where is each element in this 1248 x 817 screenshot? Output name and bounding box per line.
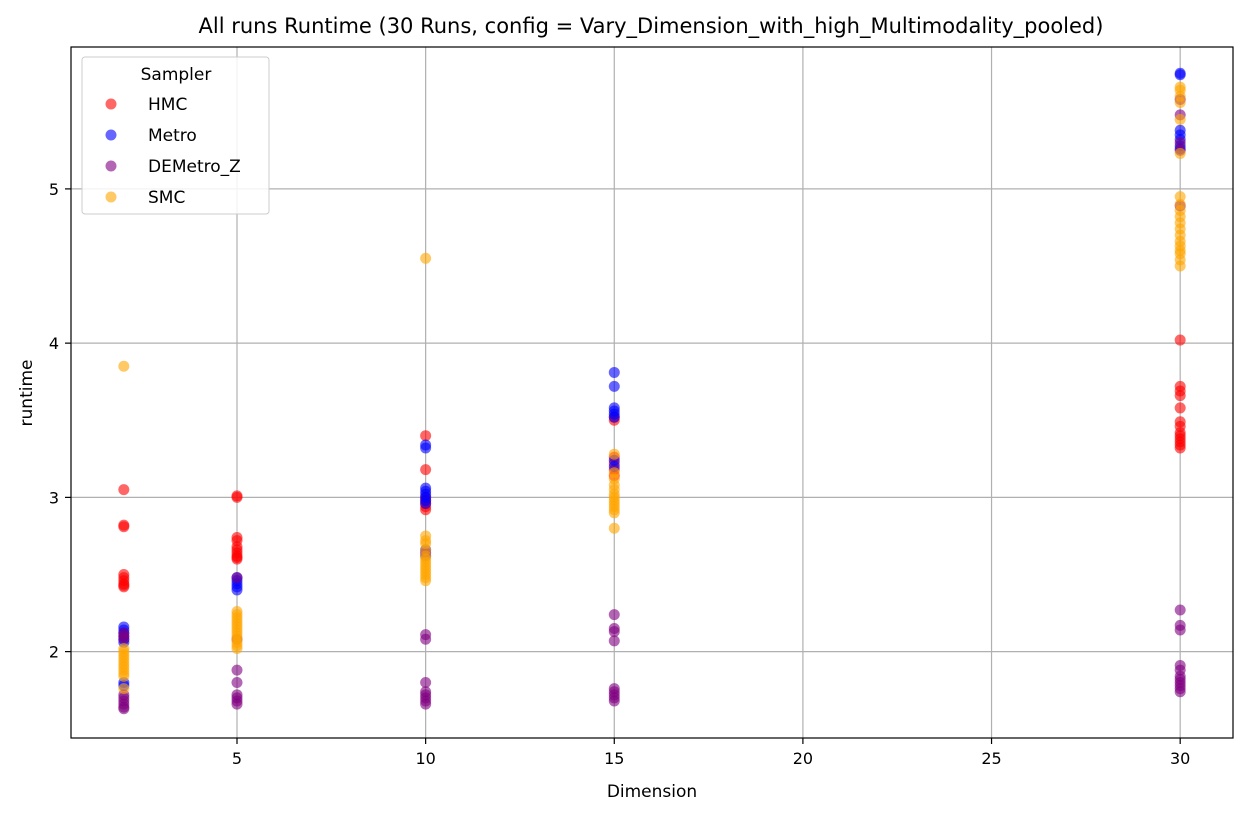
data-point [1174, 137, 1186, 149]
data-point [231, 491, 243, 503]
data-point [420, 698, 432, 710]
data-point [231, 553, 243, 565]
data-point [420, 676, 432, 688]
data-point [1174, 442, 1186, 454]
data-point [1174, 191, 1186, 203]
data-point [1174, 686, 1186, 698]
data-point [231, 698, 243, 710]
data-point [1174, 97, 1186, 109]
data-point [1174, 390, 1186, 402]
data-point [118, 670, 130, 682]
x-tick-label: 15 [604, 749, 624, 768]
legend-label: HMC [148, 95, 187, 115]
chart-title: All runs Runtime (30 Runs, config = Vary… [199, 14, 1104, 39]
legend-label: DEMetro_Z [148, 157, 241, 177]
y-tick-label: 2 [49, 643, 59, 662]
data-point [118, 521, 130, 533]
y-tick-label: 3 [49, 488, 59, 507]
plot-area-frame [70, 46, 1234, 739]
data-point [1174, 402, 1186, 414]
legend-label: SMC [148, 188, 185, 208]
data-point [231, 584, 243, 596]
data-point [1174, 260, 1186, 272]
axis-ticks: 5 10 15 20 25 30 2 3 4 5 [49, 180, 1191, 768]
data-point [420, 252, 432, 264]
data-point [231, 643, 243, 655]
data-point [420, 464, 432, 476]
legend-marker [105, 160, 117, 172]
data-point [231, 572, 243, 584]
data-point [608, 448, 620, 460]
data-point [608, 635, 620, 647]
data-point [608, 695, 620, 707]
legend-marker [105, 129, 117, 141]
x-tick-label: 25 [981, 749, 1001, 768]
data-point [1174, 624, 1186, 636]
data-point [420, 498, 432, 510]
legend-label: Metro [148, 126, 197, 146]
data-point [420, 442, 432, 454]
data-point [608, 626, 620, 638]
data-point [1174, 69, 1186, 81]
data-point [420, 633, 432, 645]
data-point [118, 484, 130, 496]
y-tick-label: 4 [49, 334, 59, 353]
x-tick-label: 20 [793, 749, 813, 768]
data-point [420, 575, 432, 587]
data-point [231, 676, 243, 688]
data-point [231, 664, 243, 676]
data-point [118, 360, 130, 372]
data-points [118, 67, 1186, 715]
legend-title: Sampler [141, 65, 212, 85]
legend: Sampler HMC Metro DEMetro_Z SMC [81, 56, 270, 215]
x-tick-label: 5 [232, 749, 242, 768]
data-point [608, 522, 620, 534]
y-axis-title: runtime [17, 360, 37, 427]
data-point [608, 411, 620, 423]
data-point [118, 703, 130, 715]
x-axis-title: Dimension [607, 782, 697, 802]
x-tick-label: 10 [415, 749, 435, 768]
data-point [420, 430, 432, 442]
data-point [608, 609, 620, 621]
data-point [1174, 147, 1186, 159]
x-tick-label: 30 [1170, 749, 1190, 768]
y-tick-label: 5 [49, 180, 59, 199]
data-point [1174, 113, 1186, 125]
data-point [608, 380, 620, 392]
data-point [608, 507, 620, 519]
data-point [118, 683, 130, 695]
data-point [1174, 604, 1186, 616]
legend-box [81, 56, 270, 215]
data-point [118, 633, 130, 645]
data-point [1174, 334, 1186, 346]
legend-marker [105, 98, 117, 110]
series-smc [118, 81, 1186, 695]
data-point [608, 366, 620, 378]
data-point [118, 581, 130, 593]
legend-marker [105, 191, 117, 203]
